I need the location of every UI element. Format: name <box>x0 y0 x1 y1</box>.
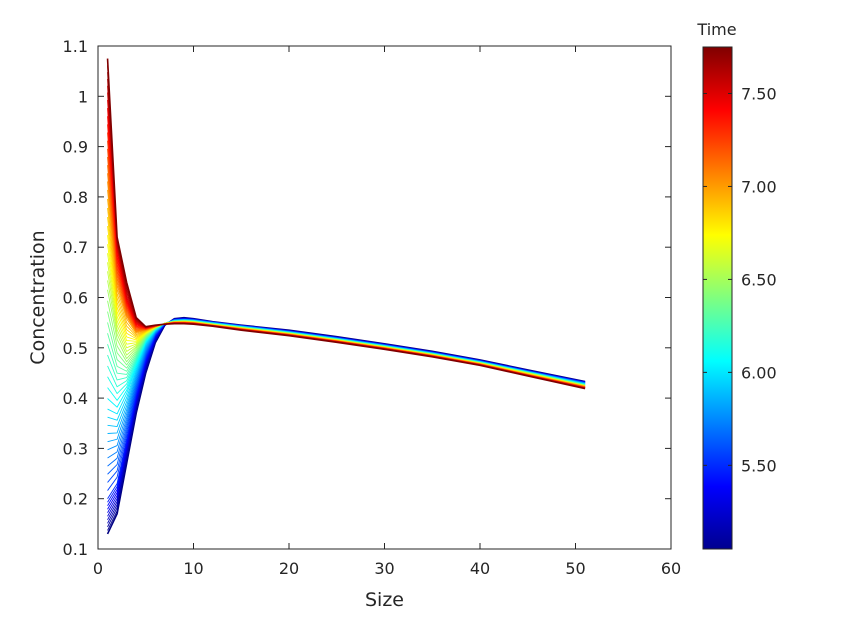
y-tick-label: 0.2 <box>63 490 88 509</box>
x-tick-label: 60 <box>661 559 681 578</box>
y-tick-label: 1.1 <box>63 37 88 56</box>
y-tick-label: 1 <box>78 87 88 106</box>
colorbar-tick-label: 7.00 <box>741 177 777 196</box>
x-tick-label: 30 <box>374 559 394 578</box>
plot-area <box>98 46 671 549</box>
y-tick-label: 0.6 <box>63 289 88 308</box>
x-axis-label: Size <box>365 589 404 611</box>
x-tick-label: 10 <box>183 559 203 578</box>
x-tick-label: 50 <box>565 559 585 578</box>
series-lines <box>106 58 586 535</box>
colorbar-tick-label: 6.00 <box>741 363 777 382</box>
y-tick-label: 0.3 <box>63 439 88 458</box>
colorbar-tick-label: 6.50 <box>741 270 777 289</box>
y-tick-label: 0.5 <box>63 339 88 358</box>
colorbar-ticks: 5.50 6.00 6.50 7.00 7.50 <box>703 84 777 475</box>
y-tick-label: 0.1 <box>63 540 88 559</box>
y-tick-label: 0.8 <box>63 188 88 207</box>
colorbar-tick-label: 7.50 <box>741 84 777 103</box>
y-tick-label: 0.9 <box>63 138 88 157</box>
y-tick-label: 0.7 <box>63 238 88 257</box>
x-tick-label: 20 <box>279 559 299 578</box>
y-tick-label: 0.4 <box>63 389 88 408</box>
x-tick-label: 0 <box>93 559 103 578</box>
series-line <box>106 58 586 390</box>
colorbar <box>702 46 733 550</box>
colorbar-title: Time <box>696 20 736 39</box>
colorbar-tick-label: 5.50 <box>741 456 777 475</box>
axis-ticks: 0 10 20 30 40 50 60 0.1 0.2 0.3 0.4 0.5 0.6 0.7 0.8 0.9… <box>63 37 682 578</box>
x-tick-label: 40 <box>470 559 490 578</box>
y-axis-label: Concentration <box>27 230 49 364</box>
